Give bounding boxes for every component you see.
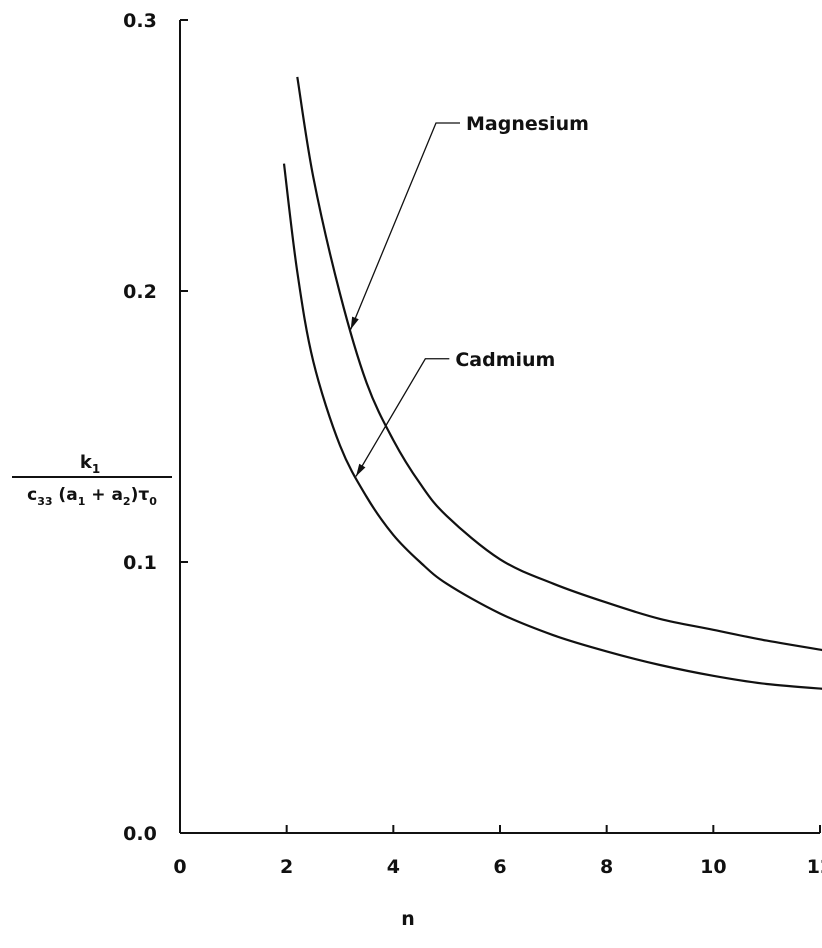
annotation-arrowhead bbox=[350, 316, 359, 330]
y-axis-label: k1​ c33​ (a1​ + a2​)τ0​ bbox=[12, 452, 172, 508]
x-tick-label: 12 bbox=[807, 856, 822, 878]
curves bbox=[282, 76, 822, 690]
annotations: Magnesium Cadmium bbox=[350, 113, 589, 477]
annotation-cadmium: Cadmium bbox=[355, 349, 555, 477]
y-tick-label: 0.1 bbox=[123, 552, 157, 574]
annotation-leader-line bbox=[355, 358, 450, 477]
y-tick-label: 0.0 bbox=[123, 823, 157, 845]
annotation-magnesium: Magnesium bbox=[350, 113, 589, 330]
series-line-magnesium bbox=[296, 76, 822, 652]
annotation-leader-line bbox=[350, 122, 460, 330]
x-axis-label: n bbox=[401, 908, 415, 930]
x-tick-label: 8 bbox=[600, 856, 613, 878]
x-tick-label: 10 bbox=[700, 856, 726, 878]
y-axis-label-denominator: c33​ (a1​ + a2​)τ0​ bbox=[27, 485, 157, 508]
x-tick-label: 6 bbox=[493, 856, 506, 878]
annotation-label: Cadmium bbox=[455, 349, 555, 371]
annotation-arrowhead bbox=[356, 463, 366, 477]
y-tick-label: 0.2 bbox=[123, 281, 157, 303]
x-tick-label: 4 bbox=[387, 856, 400, 878]
y-axis-label-numerator: k1​ bbox=[80, 452, 100, 476]
ticks: 0.0 0.1 0.2 0.3 0 2 4 6 8 10 12 bbox=[123, 10, 822, 878]
annotation-label: Magnesium bbox=[466, 113, 589, 135]
x-tick-label: 2 bbox=[280, 856, 293, 878]
series-line-cadmium bbox=[282, 163, 822, 690]
y-tick-label: 0.3 bbox=[123, 10, 157, 32]
x-tick-label: 0 bbox=[173, 856, 186, 878]
